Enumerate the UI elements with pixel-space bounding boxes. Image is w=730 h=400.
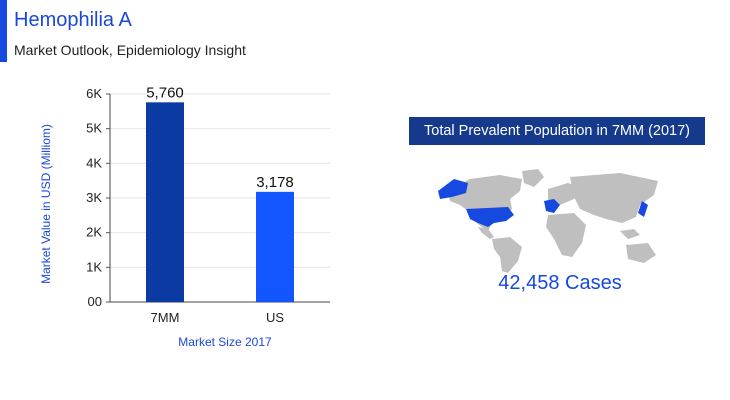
sea-islands-shape: [620, 229, 640, 239]
map-title: Total Prevalent Population in 7MM (2017): [409, 117, 705, 145]
japan-shape: [638, 201, 648, 217]
bar-value-label: 5,760: [146, 84, 184, 101]
page-subtitle: Market Outlook, Epidemiology Insight: [14, 42, 246, 58]
y-tick-labels: 00 1K 2K 3K 4K 5K 6K: [86, 86, 110, 309]
market-size-chart: 00 1K 2K 3K 4K 5K 6K 5,760 3,178 7MM US Market V…: [39, 84, 330, 349]
bar-value-label: 3,178: [256, 174, 294, 191]
world-map: [438, 169, 658, 273]
bar-7mm: [146, 102, 184, 302]
y-tick-label: 3K: [86, 190, 102, 205]
central-america-shape: [478, 227, 494, 239]
asia-shape: [570, 173, 658, 223]
chart-gridlines: [110, 93, 330, 268]
y-tick-label: 4K: [86, 155, 102, 170]
south-america-shape: [492, 237, 522, 273]
title-accent-bar: [0, 0, 7, 62]
europe-shape: [548, 183, 580, 205]
y-tick-label: 00: [88, 294, 102, 309]
chart-bars: 5,760 3,178: [146, 84, 294, 302]
x-tick-label: US: [266, 310, 284, 325]
y-axis-label: Market Value in USD (Milliom): [39, 124, 53, 284]
australia-shape: [626, 243, 656, 263]
y-tick-label: 6K: [86, 86, 102, 101]
x-tick-labels: 7MM US: [151, 310, 285, 325]
alaska-shape: [438, 179, 468, 199]
x-axis-label: Market Size 2017: [178, 335, 272, 349]
eu-countries-shape: [544, 199, 560, 213]
y-tick-label: 5K: [86, 121, 102, 136]
usa-shape: [466, 207, 514, 227]
page-title: Hemophilia A: [14, 9, 132, 31]
y-tick-label: 2K: [86, 225, 102, 240]
total-cases-value: 42,458 Cases: [498, 272, 622, 294]
africa-shape: [546, 213, 586, 257]
x-tick-label: 7MM: [151, 310, 180, 325]
bar-us: [256, 191, 294, 302]
y-tick-label: 1K: [86, 259, 102, 274]
greenland-shape: [522, 169, 544, 187]
